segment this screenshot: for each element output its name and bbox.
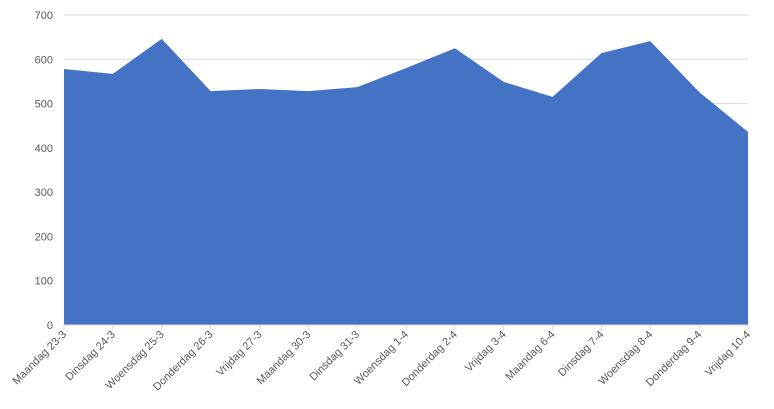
y-tick-label: 700	[35, 10, 53, 22]
y-tick-label: 300	[35, 187, 53, 199]
x-tick-label: Dinsdag 7-4	[556, 329, 606, 379]
y-tick-label: 500	[35, 99, 53, 111]
x-tick-label: Maandag 6-4	[503, 329, 557, 383]
x-tick-label: Maandag 23-3	[10, 329, 69, 388]
y-tick-label: 100	[35, 276, 53, 288]
x-tick-label: Vrijdag 27-3	[214, 329, 264, 379]
y-tick-label: 600	[35, 54, 53, 66]
y-tick-label: 200	[35, 231, 53, 243]
area	[64, 38, 748, 326]
y-tick-label: 400	[35, 143, 53, 155]
x-tick-label: Vrijdag 3-4	[463, 329, 509, 375]
x-tick-label: Dinsdag 24-3	[63, 329, 118, 384]
x-tick-label: Vrijdag 10-4	[703, 329, 753, 379]
x-tick-label: Dinsdag 31-3	[308, 329, 363, 384]
y-tick-label: 0	[47, 320, 53, 332]
